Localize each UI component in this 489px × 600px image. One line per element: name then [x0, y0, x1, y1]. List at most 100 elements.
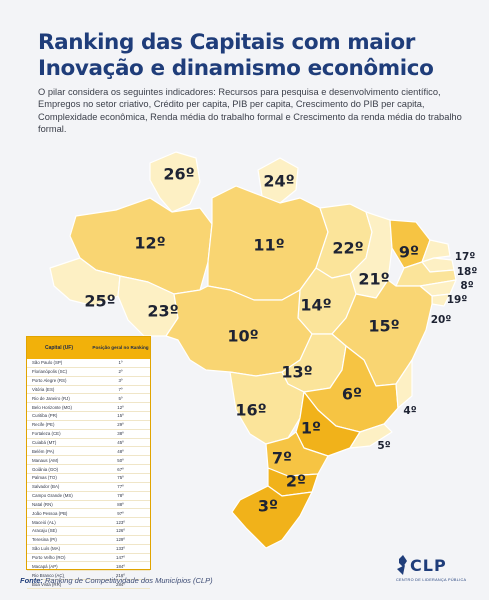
table-row: Manaus (AM) 50º [27, 456, 150, 466]
rank-label-mg: 6º [341, 384, 363, 404]
row-position: 78º [117, 493, 124, 499]
table-row: Porto Velho (RO) 147º [27, 554, 150, 563]
row-capital: Recife (PE) [32, 422, 55, 428]
source-note: Fonte: Ranking de Competitividade dos Mu… [20, 576, 213, 585]
row-capital: Vitória (ES) [32, 386, 55, 392]
table-row: João Pessoa (PB) 97º [27, 509, 150, 519]
table-row: Campo Grande (MS) 78º [27, 492, 150, 501]
row-position: 12º [117, 404, 124, 410]
row-position: 284º [116, 581, 125, 587]
state-rj [349, 423, 393, 449]
table-row: Belém (PA) 48º [27, 447, 150, 457]
row-capital: Boa Vista (RR) [32, 581, 62, 587]
table-row: Aracaju (SE) 126º [27, 527, 150, 536]
rank-label-ma: 22º [332, 238, 364, 258]
row-capital: Salvador (BA) [32, 484, 60, 490]
rank-label-pe: 8º [460, 280, 474, 292]
table-row: Fortaleza (CE) 38º [27, 430, 150, 439]
table-row: Teresina (PI) 129º [27, 536, 150, 545]
rank-label-ce: 9º [398, 242, 420, 262]
row-position: 147º [116, 554, 125, 560]
state-sp [295, 391, 361, 457]
rank-label-es: 4º [403, 405, 417, 417]
row-capital: João Pessoa (PB) [32, 510, 68, 516]
rank-label-se: 20º [430, 314, 452, 326]
rank-label-rn: 17º [454, 251, 476, 263]
row-position: 67º [117, 466, 124, 472]
rank-label-am: 12º [134, 233, 166, 253]
table-row: São Luís (MA) 133º [27, 545, 150, 554]
row-position: 2º [118, 369, 123, 375]
title-line-2: Inovação e dinamismo econômico [38, 56, 434, 81]
description: O pilar considera os seguintes indicador… [38, 87, 462, 135]
row-capital: Campo Grande (MS) [32, 493, 73, 499]
row-capital: Porto Velho (RO) [32, 554, 66, 560]
header-position: Posição geral no Ranking [92, 345, 149, 350]
row-position: 1º [118, 360, 123, 366]
row-capital: Rio de Janeiro (RJ) [32, 395, 70, 401]
row-capital: Teresina (PI) [32, 537, 57, 543]
row-capital: Fortaleza (CE) [32, 431, 61, 437]
row-capital: Goiânia (GO) [32, 466, 59, 472]
row-capital: São Luís (MA) [32, 546, 61, 552]
rank-label-al: 19º [446, 294, 468, 306]
row-capital: Macapá (AP) [32, 563, 58, 569]
row-capital: Cuiabá (MT) [32, 440, 57, 446]
row-capital: Manaus (AM) [32, 457, 59, 463]
row-capital: Belém (PA) [32, 448, 55, 454]
row-position: 133º [116, 546, 125, 552]
title-line-1: Ranking das Capitais com maior [38, 30, 415, 55]
row-position: 7º [118, 386, 123, 392]
row-position: 129º [116, 537, 125, 543]
row-capital: São Paulo (SP) [32, 360, 63, 366]
row-position: 88º [117, 501, 124, 507]
row-position: 38º [117, 431, 124, 437]
table-row: Rio Branco (AC) 216º [27, 571, 150, 581]
rank-label-mt: 10º [227, 326, 259, 346]
row-position: 126º [116, 528, 125, 534]
row-position: 216º [116, 572, 125, 578]
row-position: 184º [116, 563, 125, 569]
state-rr [149, 151, 201, 213]
rank-label-ms: 16º [235, 400, 267, 420]
table-row: Macapá (AP) 184º [27, 562, 150, 572]
rank-label-sc: 2º [285, 471, 307, 491]
rank-label-pb: 18º [456, 266, 478, 278]
rank-label-ba: 15º [368, 316, 400, 336]
table-row: Rio de Janeiro (RJ) 5º [27, 394, 150, 404]
header-capital: Capital (UF) [44, 345, 74, 351]
state-rn [421, 239, 451, 263]
row-capital: Maceió (AL) [32, 519, 56, 525]
rank-label-go: 13º [281, 362, 313, 382]
table-row: Boa Vista (RR) 284º [27, 580, 150, 589]
table-header: Capital (UF) Posição geral no Ranking [27, 337, 150, 359]
rank-label-ap: 24º [263, 171, 295, 191]
logo-subtitle: CENTRO DE LIDERANÇA PÚBLICA [396, 578, 467, 582]
table-row: Palmas (TO) 75º [27, 474, 150, 483]
clp-logo-icon [397, 555, 407, 575]
table-row: Porto Alegre (RS) 3º [27, 377, 150, 386]
state-rs [231, 485, 313, 549]
rank-label-pi: 21º [358, 269, 390, 289]
source-label: Fonte: [20, 576, 43, 585]
table-row: Cuiabá (MT) 45º [27, 439, 150, 448]
table-row: Curitiba (PR) 15º [27, 412, 150, 421]
rank-label-ac: 25º [84, 291, 116, 311]
row-capital: Aracaju (SE) [32, 528, 57, 534]
rank-label-sp: 1º [300, 418, 322, 438]
row-capital: Belo Horizonte (MG) [32, 404, 73, 410]
row-position: 75º [117, 475, 124, 481]
rank-label-to: 14º [300, 295, 332, 315]
table-row: São Paulo (SP) 1º [27, 359, 150, 368]
table-row: Goiânia (GO) 67º [27, 465, 150, 474]
row-capital: Curitiba (PR) [32, 413, 58, 419]
row-capital: Florianópolis (SC) [32, 369, 68, 375]
state-es [395, 359, 413, 409]
row-position: 45º [117, 440, 124, 446]
row-position: 48º [117, 448, 124, 454]
row-capital: Rio Branco (AC) [32, 572, 64, 578]
table-row: Vitória (ES) 7º [27, 386, 150, 395]
rank-label-pr: 7º [271, 448, 293, 468]
table-row: Salvador (BA) 77º [27, 483, 150, 492]
row-position: 50º [117, 457, 124, 463]
